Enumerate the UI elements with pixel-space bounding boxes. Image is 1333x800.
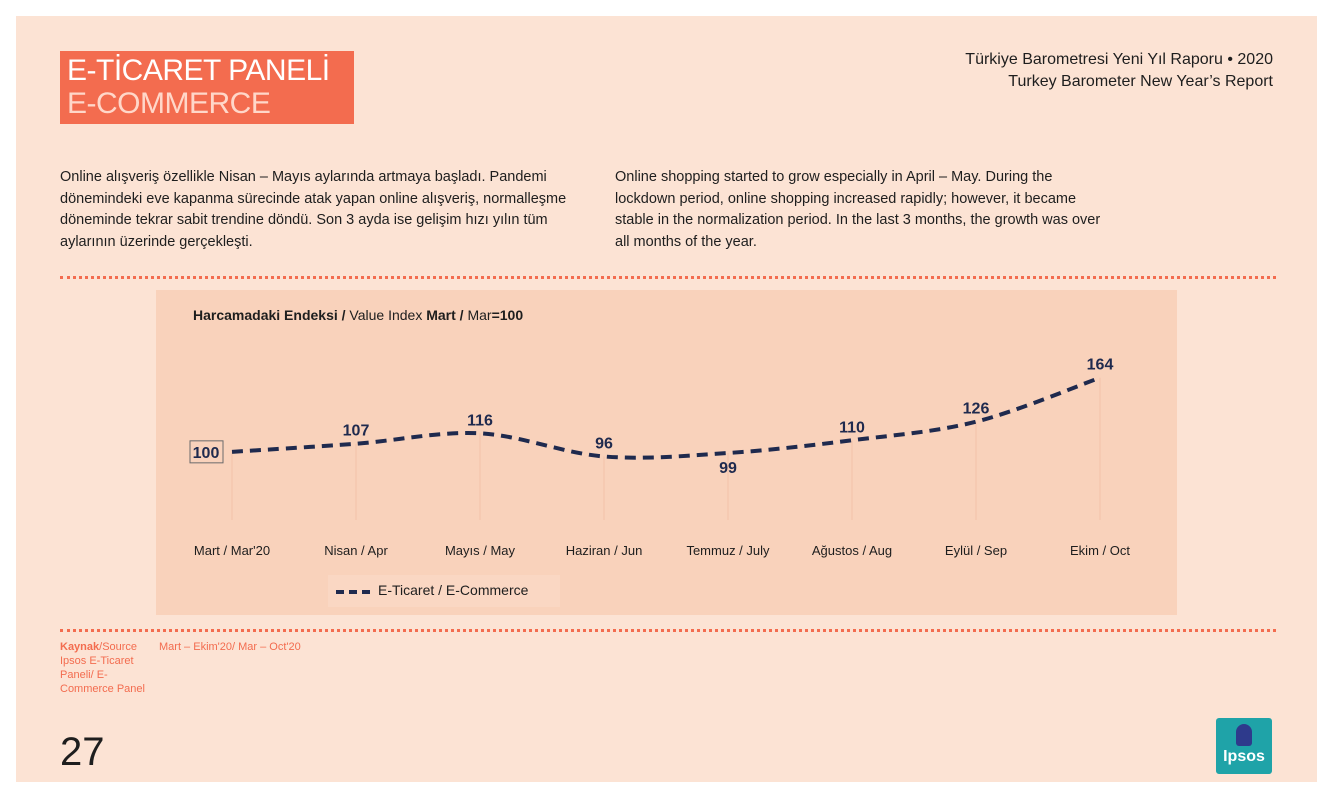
series-line-ecommerce [231,375,1101,460]
source-period-tr: Mart – Ekim'20/ [159,641,236,653]
x-tick-label-4: Temmuz / July [686,543,770,558]
chart-panel: 100 107 116 96 99 110 126 164 Mart / Mar'20 Nisan… [156,290,1177,615]
chart-title-part7: =100 [491,307,524,323]
data-label-4: 99 [719,460,737,477]
x-tick-label-0: Mart / Mar'20 [194,543,270,558]
source-period: Mart – Ekim'20/ Mar – Oct'20 [159,640,301,654]
source-label: Kaynak/Source Ipsos E-Ticaret Paneli/ E-… [60,640,150,696]
chart-title-part4: Mart [426,307,456,323]
data-label-3: 96 [595,435,613,452]
section-title-en: E-COMMERCE [67,87,271,120]
chart-title-part5: / [455,307,468,323]
data-label-0: 100 [193,445,220,462]
report-title-en: Turkey Barometer New Year’s Report [1008,73,1273,90]
report-title-tr: Türkiye Barometresi Yeni Yıl Raporu • 20… [965,51,1273,68]
chart-title-part1: Harcamadaki Endeksi [193,307,338,323]
data-label-2: 116 [467,412,493,429]
legend-swatch [336,590,370,594]
report-header: Türkiye Barometresi Yeni Yıl Raporu • 20… [965,49,1273,93]
x-tick-label-6: Eylül / Sep [945,543,1007,558]
data-label-5: 110 [839,419,865,436]
x-tick-label-5: Ağustos / Aug [812,543,892,558]
dotted-divider-bottom [60,629,1276,632]
x-tick-label-7: Ekim / Oct [1070,543,1130,558]
logo-text: Ipsos [1223,748,1265,765]
line-chart: 100 107 116 96 99 110 126 164 Mart / Mar'20 Nisan… [189,357,1130,558]
data-label-7: 164 [1087,357,1114,374]
chart-title-part2: / [337,307,350,323]
page-number: 27 [60,730,105,774]
source-period-en: Mar – Oct'20 [235,641,301,653]
logo-mark-icon [1236,724,1252,746]
x-tick-label-1: Nisan / Apr [324,543,388,558]
data-label-box-0 [189,440,224,464]
source-text: Ipsos E-Ticaret Paneli/ E- Commerce Pane… [60,655,145,695]
x-tick-label-2: Mayıs / May [445,543,516,558]
dotted-divider-top [60,276,1276,279]
chart-title-part6: Mar [467,307,492,323]
report-page: E-TİCARET PANELİ E-COMMERCE Türkiye Baro… [16,16,1317,782]
chart-title: Harcamadaki Endeksi / Value Index Mart /… [193,307,523,323]
data-label-6: 126 [963,401,990,418]
source-label-bold: Kaynak [60,641,100,653]
section-title-box: E-TİCARET PANELİ E-COMMERCE [60,51,354,124]
source-label-rest: /Source [99,641,138,653]
ipsos-logo: Ipsos [1216,718,1272,774]
chart-title-part3: Value Index [349,307,427,323]
chart-legend: E-Ticaret / E-Commerce [328,575,560,607]
intro-text-tr: Online alışveriş özellikle Nisan – Mayıs… [60,169,567,250]
section-title-tr: E-TİCARET PANELİ [67,54,330,87]
intro-text-en: Online shopping started to grow especial… [615,169,1101,250]
legend-label: E-Ticaret / E-Commerce [378,582,529,598]
data-label-1: 107 [343,423,370,440]
x-tick-label-3: Haziran / Jun [566,543,643,558]
